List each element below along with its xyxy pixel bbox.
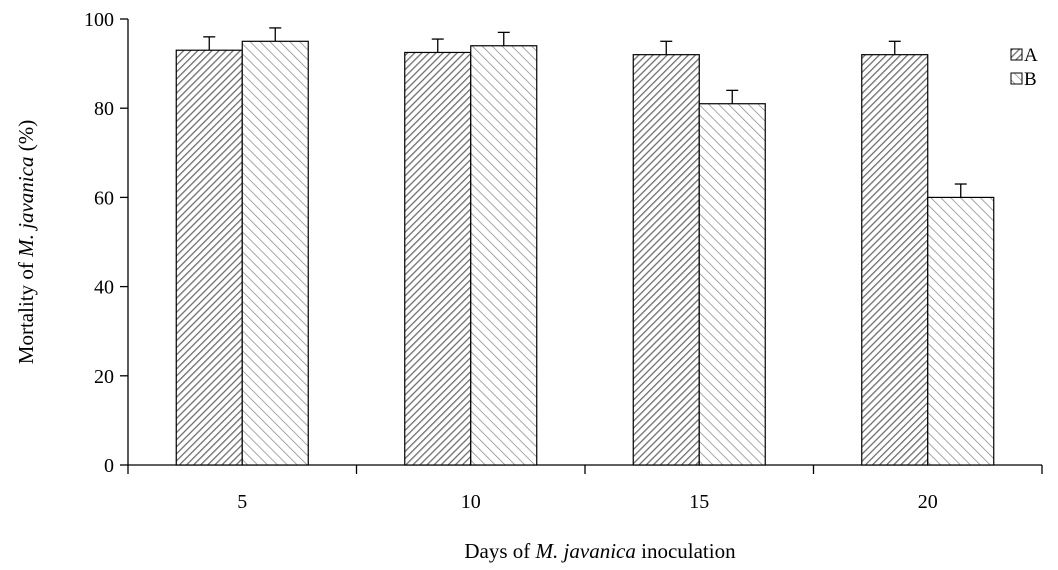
y-tick-label: 40	[94, 277, 114, 299]
bar-b	[698, 103, 766, 466]
y-tick-label: 80	[94, 98, 114, 120]
x-tick-label: 5	[237, 491, 247, 513]
y-axis-title: Mortality of M. javanica (%)	[14, 120, 38, 364]
bar-a	[632, 54, 700, 466]
legend: AB	[1010, 45, 1038, 90]
bar-a	[861, 54, 929, 466]
axis-titles: Days of M. javanica inoculation Mortality…	[14, 120, 736, 563]
x-tick-label: 10	[461, 491, 481, 513]
x-axis-title: Days of M. javanica inoculation	[464, 539, 736, 563]
bars	[175, 27, 995, 466]
y-tick-label: 100	[84, 9, 114, 31]
axes: 0 20 40 60 80 100 5 10 15 20	[84, 9, 1043, 513]
bar-b	[470, 45, 538, 466]
bar-b	[927, 196, 995, 466]
legend-swatch-b	[1010, 72, 1023, 85]
y-tick-label: 0	[104, 455, 114, 477]
x-tick-label: 20	[918, 491, 938, 513]
legend-label-b: B	[1024, 69, 1037, 90]
bar-a	[175, 49, 243, 466]
legend-swatch-a	[1010, 48, 1023, 61]
y-tick-label: 60	[94, 187, 114, 209]
x-tick-label: 15	[689, 491, 709, 513]
bar-a	[404, 51, 472, 466]
bar-b	[241, 40, 309, 466]
y-tick-label: 20	[94, 366, 114, 388]
legend-label-a: A	[1024, 45, 1038, 66]
